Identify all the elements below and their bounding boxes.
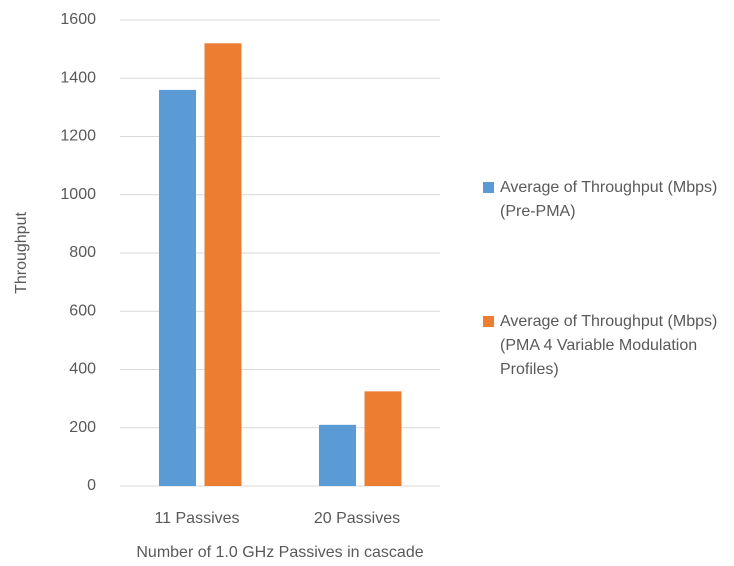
x-axis-title: Number of 1.0 GHz Passives in cascade	[136, 544, 423, 561]
bar	[159, 89, 196, 487]
y-tick-label: 1200	[60, 128, 96, 145]
y-tick-label: 200	[69, 419, 96, 436]
y-tick-label: 0	[87, 477, 96, 494]
bar	[204, 43, 242, 487]
legend-entry: Average of Throughput (Mbps) (Pre-PMA)	[483, 176, 723, 224]
legend-label: Average of Throughput (Mbps) (Pre-PMA)	[500, 179, 718, 220]
legend-entry: Average of Throughput (Mbps) (PMA 4 Vari…	[483, 310, 723, 382]
bar	[364, 391, 402, 486]
legend-label: Average of Throughput (Mbps) (PMA 4 Vari…	[500, 313, 718, 378]
x-tick-label: 20 Passives	[314, 510, 400, 527]
y-tick-label: 1000	[60, 186, 96, 203]
y-tick-label: 800	[69, 244, 96, 261]
legend-swatch	[483, 182, 494, 193]
y-tick-label: 1600	[60, 11, 96, 28]
y-tick-label: 600	[69, 302, 96, 319]
x-tick-label: 11 Passives	[154, 510, 239, 527]
y-tick-label: 400	[69, 361, 96, 378]
y-tick-label: 1400	[60, 69, 96, 86]
bar	[319, 424, 356, 486]
y-axis-title: Throughput	[13, 212, 30, 294]
legend-swatch	[483, 316, 494, 327]
